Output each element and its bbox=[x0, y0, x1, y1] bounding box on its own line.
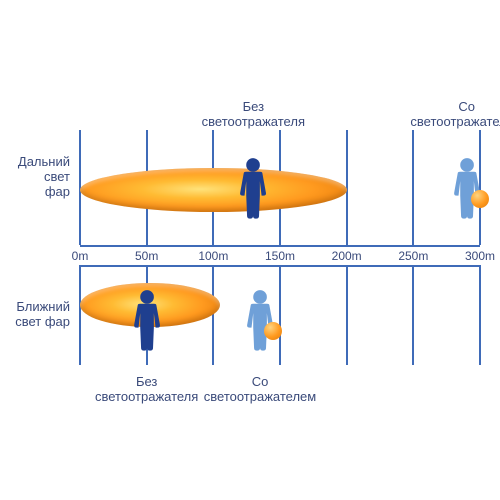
tick-label-0: 0m bbox=[72, 249, 89, 263]
high-beam-tick-250 bbox=[412, 130, 414, 245]
tick-label-200: 200m bbox=[332, 249, 362, 263]
low-beam-person-no_reflector bbox=[130, 289, 164, 351]
person-icon bbox=[243, 289, 277, 351]
low-beam-tick-0 bbox=[79, 265, 81, 365]
low-beam-tick-250 bbox=[412, 265, 414, 365]
tick-label-300: 300m bbox=[465, 249, 495, 263]
tick-label-250: 250m bbox=[398, 249, 428, 263]
high-beam-reflector-ball-icon bbox=[471, 190, 489, 208]
low-beam-person-with_reflector-label: Сосветоотражателем bbox=[190, 375, 330, 405]
person-icon bbox=[450, 157, 484, 219]
low-beam-person-with_reflector bbox=[243, 289, 277, 351]
person-icon bbox=[236, 157, 270, 219]
high-beam-label: Дальнийсветфар bbox=[0, 155, 70, 200]
low-beam-tick-100 bbox=[212, 265, 214, 365]
person-icon bbox=[130, 289, 164, 351]
low-beam-tick-200 bbox=[346, 265, 348, 365]
low-beam-tick-300 bbox=[479, 265, 481, 365]
high-beam-person-no_reflector-label: Безсветоотражателя bbox=[183, 100, 323, 130]
low-beam-label: Ближнийсвет фар bbox=[0, 300, 70, 330]
tick-label-150: 150m bbox=[265, 249, 295, 263]
diagram-root: { "canvas": { "w": 500, "h": 500 }, "col… bbox=[0, 0, 500, 500]
high-beam-person-with_reflector bbox=[450, 157, 484, 219]
high-beam-axis bbox=[80, 245, 480, 247]
high-beam-person-no_reflector bbox=[236, 157, 270, 219]
low-beam-reflector-ball-icon bbox=[264, 322, 282, 340]
tick-label-50: 50m bbox=[135, 249, 158, 263]
tick-label-100: 100m bbox=[198, 249, 228, 263]
high-beam-person-with_reflector-label: Сосветоотражателем bbox=[397, 100, 500, 130]
high-beam-beam-ellipse bbox=[80, 168, 347, 212]
low-beam-tick-150 bbox=[279, 265, 281, 365]
